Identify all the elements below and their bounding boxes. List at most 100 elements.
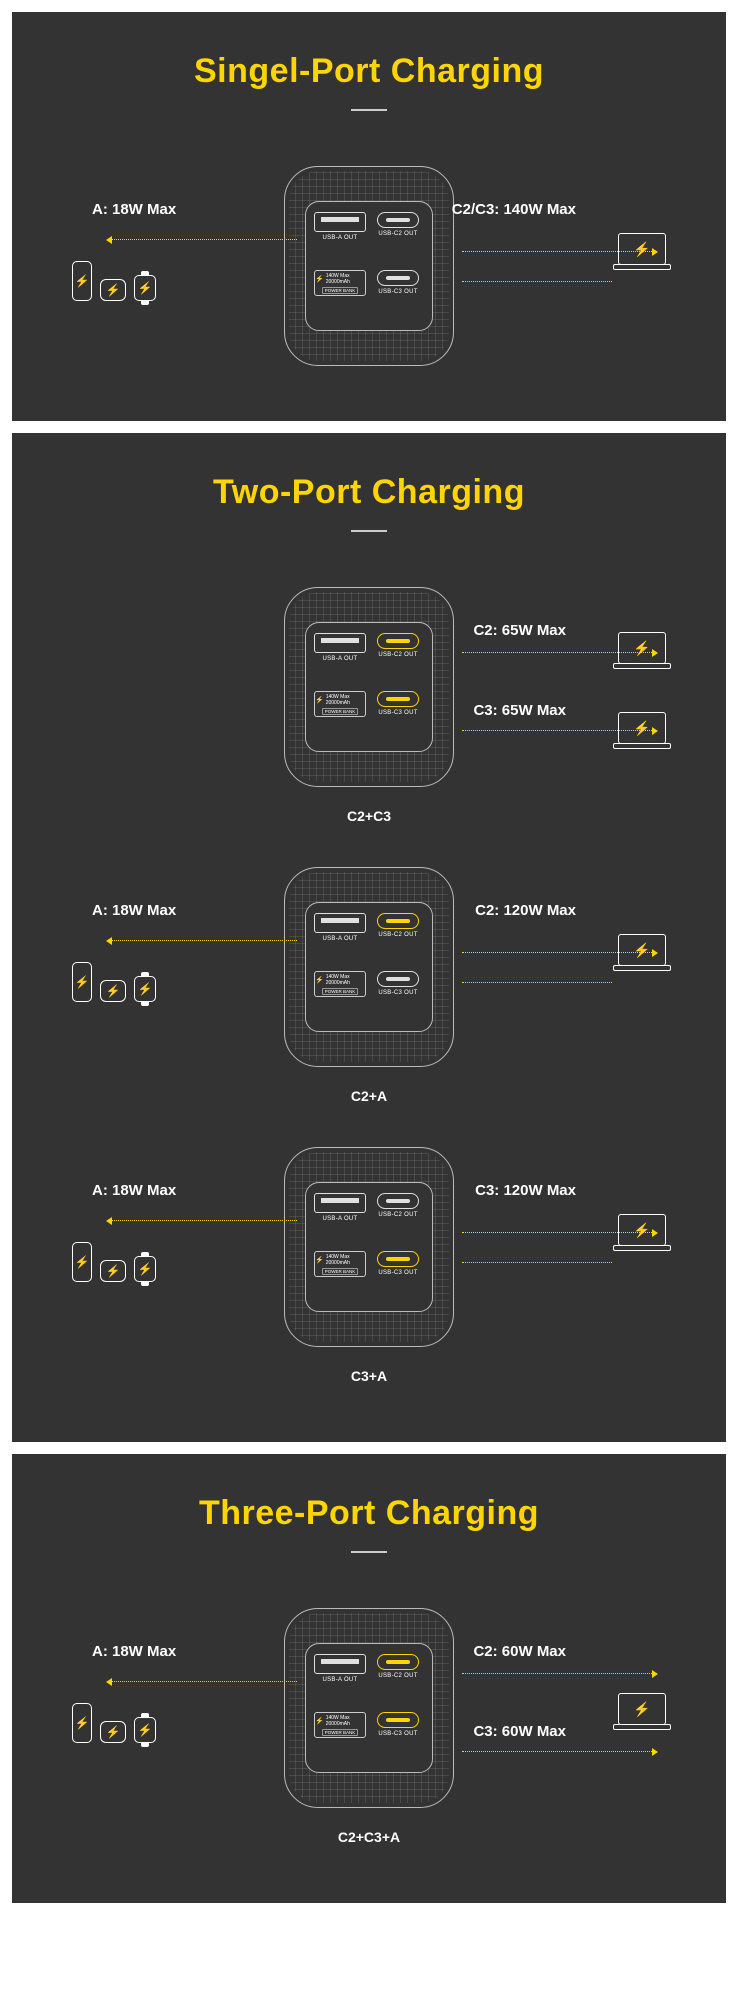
phone-icon: ⚡ bbox=[72, 261, 92, 301]
laptop-icon: ⚡ bbox=[618, 1693, 666, 1725]
charger-body: USB-A OUT USB-C2 OUT ⚡140W Max 20000mAh … bbox=[284, 166, 454, 366]
usb-c2-port: USB-C2 OUT bbox=[372, 212, 424, 237]
line-c3 bbox=[462, 730, 652, 731]
panel-title: Singel-Port Charging bbox=[32, 52, 706, 91]
laptop-icon: ⚡ bbox=[618, 712, 666, 744]
panel-2: Three-Port Charging USB-A OUT USB-C2 OUT… bbox=[12, 1454, 726, 1903]
watch-icon: ⚡ bbox=[134, 1717, 156, 1743]
earbuds-icon: ⚡ bbox=[100, 1260, 126, 1282]
line-c2 bbox=[462, 652, 652, 653]
phone-icon: ⚡ bbox=[72, 962, 92, 1002]
right-label-1: C3: 60W Max bbox=[473, 1723, 566, 1740]
left-devices: ⚡ ⚡ ⚡ bbox=[72, 261, 156, 301]
usb-a-port: USB-A OUT bbox=[314, 1654, 366, 1683]
usb-a-label: USB-A OUT bbox=[322, 936, 357, 942]
line-c-aux bbox=[462, 1262, 612, 1263]
charger-face: USB-A OUT USB-C2 OUT ⚡140W Max 20000mAh … bbox=[305, 1643, 433, 1773]
line-a bbox=[112, 940, 297, 941]
usb-c3-label: USB-C3 OUT bbox=[378, 990, 417, 996]
spec-box: ⚡140W Max 20000mAh POWER BANK bbox=[314, 1251, 366, 1277]
left-label: A: 18W Max bbox=[92, 201, 176, 218]
earbuds-icon: ⚡ bbox=[100, 1721, 126, 1743]
right-label-0: C3: 120W Max bbox=[475, 1182, 576, 1199]
usb-c2-port: USB-C2 OUT bbox=[372, 633, 424, 658]
watch-icon: ⚡ bbox=[134, 275, 156, 301]
line-c2 bbox=[462, 1673, 652, 1674]
usb-c2-label: USB-C2 OUT bbox=[378, 932, 417, 938]
left-devices: ⚡ ⚡ ⚡ bbox=[72, 962, 156, 1002]
earbuds-icon: ⚡ bbox=[100, 279, 126, 301]
scenario-0: USB-A OUT USB-C2 OUT ⚡140W Max 20000mAh … bbox=[32, 572, 706, 802]
line-a bbox=[112, 1220, 297, 1221]
spec-box: ⚡140W Max 20000mAh POWER BANK bbox=[314, 691, 366, 717]
usb-c3-label: USB-C3 OUT bbox=[378, 1270, 417, 1276]
title-rule bbox=[351, 109, 387, 111]
left-label: A: 18W Max bbox=[92, 902, 176, 919]
scenario-2: USB-A OUT USB-C2 OUT ⚡140W Max 20000mAh … bbox=[32, 1132, 706, 1362]
phone-icon: ⚡ bbox=[72, 1703, 92, 1743]
scenario-0: USB-A OUT USB-C2 OUT ⚡140W Max 20000mAh … bbox=[32, 151, 706, 381]
usb-a-label: USB-A OUT bbox=[322, 1677, 357, 1683]
usb-a-port: USB-A OUT bbox=[314, 633, 366, 662]
right-label-0: C2: 120W Max bbox=[475, 902, 576, 919]
left-label: A: 18W Max bbox=[92, 1182, 176, 1199]
usb-c2-label: USB-C2 OUT bbox=[378, 1673, 417, 1679]
right-label-0: C2: 60W Max bbox=[473, 1643, 566, 1660]
panel-1: Two-Port Charging USB-A OUT USB-C2 OUT ⚡… bbox=[12, 433, 726, 1442]
usb-c3-label: USB-C3 OUT bbox=[378, 289, 417, 295]
usb-c2-label: USB-C2 OUT bbox=[378, 1212, 417, 1218]
laptop-icon: ⚡ bbox=[618, 233, 666, 265]
usb-c2-port: USB-C2 OUT bbox=[372, 1654, 424, 1679]
watch-icon: ⚡ bbox=[134, 1256, 156, 1282]
panel-0: Singel-Port Charging USB-A OUT USB-C2 OU… bbox=[12, 12, 726, 421]
scenario-1: USB-A OUT USB-C2 OUT ⚡140W Max 20000mAh … bbox=[32, 852, 706, 1082]
line-c bbox=[462, 251, 652, 252]
title-rule bbox=[351, 1551, 387, 1553]
laptop-icon: ⚡ bbox=[618, 1214, 666, 1246]
title-rule bbox=[351, 530, 387, 532]
usb-a-port: USB-A OUT bbox=[314, 913, 366, 942]
usb-c2-port: USB-C2 OUT bbox=[372, 1193, 424, 1218]
usb-c2-label: USB-C2 OUT bbox=[378, 231, 417, 237]
spec-box: ⚡140W Max 20000mAh POWER BANK bbox=[314, 1712, 366, 1738]
usb-c3-port: USB-C3 OUT bbox=[372, 1251, 424, 1276]
usb-c2-port: USB-C2 OUT bbox=[372, 913, 424, 938]
right-label-0: C2/C3: 140W Max bbox=[452, 201, 576, 218]
charger-face: USB-A OUT USB-C2 OUT ⚡140W Max 20000mAh … bbox=[305, 622, 433, 752]
left-devices: ⚡ ⚡ ⚡ bbox=[72, 1703, 156, 1743]
usb-c3-label: USB-C3 OUT bbox=[378, 710, 417, 716]
panel-title: Three-Port Charging bbox=[32, 1494, 706, 1533]
line-a bbox=[112, 1681, 297, 1682]
right-label-0: C2: 65W Max bbox=[473, 622, 566, 639]
line-c bbox=[462, 1232, 652, 1233]
charger-face: USB-A OUT USB-C2 OUT ⚡140W Max 20000mAh … bbox=[305, 902, 433, 1032]
scenario-caption: C2+C3 bbox=[32, 808, 706, 824]
line-c bbox=[462, 952, 652, 953]
laptop-icon: ⚡ bbox=[618, 632, 666, 664]
laptop-icon: ⚡ bbox=[618, 934, 666, 966]
phone-icon: ⚡ bbox=[72, 1242, 92, 1282]
usb-c2-label: USB-C2 OUT bbox=[378, 652, 417, 658]
line-c-aux bbox=[462, 982, 612, 983]
usb-a-label: USB-A OUT bbox=[322, 235, 357, 241]
line-a bbox=[112, 239, 297, 240]
charger-face: USB-A OUT USB-C2 OUT ⚡140W Max 20000mAh … bbox=[305, 201, 433, 331]
charger-body: USB-A OUT USB-C2 OUT ⚡140W Max 20000mAh … bbox=[284, 1147, 454, 1347]
scenario-caption: C2+C3+A bbox=[32, 1829, 706, 1845]
charger-face: USB-A OUT USB-C2 OUT ⚡140W Max 20000mAh … bbox=[305, 1182, 433, 1312]
usb-c3-port: USB-C3 OUT bbox=[372, 971, 424, 996]
usb-a-label: USB-A OUT bbox=[322, 656, 357, 662]
left-label: A: 18W Max bbox=[92, 1643, 176, 1660]
scenario-caption: C3+A bbox=[32, 1368, 706, 1384]
line-c3 bbox=[462, 1751, 652, 1752]
charger-body: USB-A OUT USB-C2 OUT ⚡140W Max 20000mAh … bbox=[284, 867, 454, 1067]
usb-c3-label: USB-C3 OUT bbox=[378, 1731, 417, 1737]
panel-title: Two-Port Charging bbox=[32, 473, 706, 512]
charger-body: USB-A OUT USB-C2 OUT ⚡140W Max 20000mAh … bbox=[284, 587, 454, 787]
charger-body: USB-A OUT USB-C2 OUT ⚡140W Max 20000mAh … bbox=[284, 1608, 454, 1808]
usb-c3-port: USB-C3 OUT bbox=[372, 1712, 424, 1737]
spec-box: ⚡140W Max 20000mAh POWER BANK bbox=[314, 971, 366, 997]
spec-box: ⚡140W Max 20000mAh POWER BANK bbox=[314, 270, 366, 296]
usb-a-port: USB-A OUT bbox=[314, 212, 366, 241]
left-devices: ⚡ ⚡ ⚡ bbox=[72, 1242, 156, 1282]
